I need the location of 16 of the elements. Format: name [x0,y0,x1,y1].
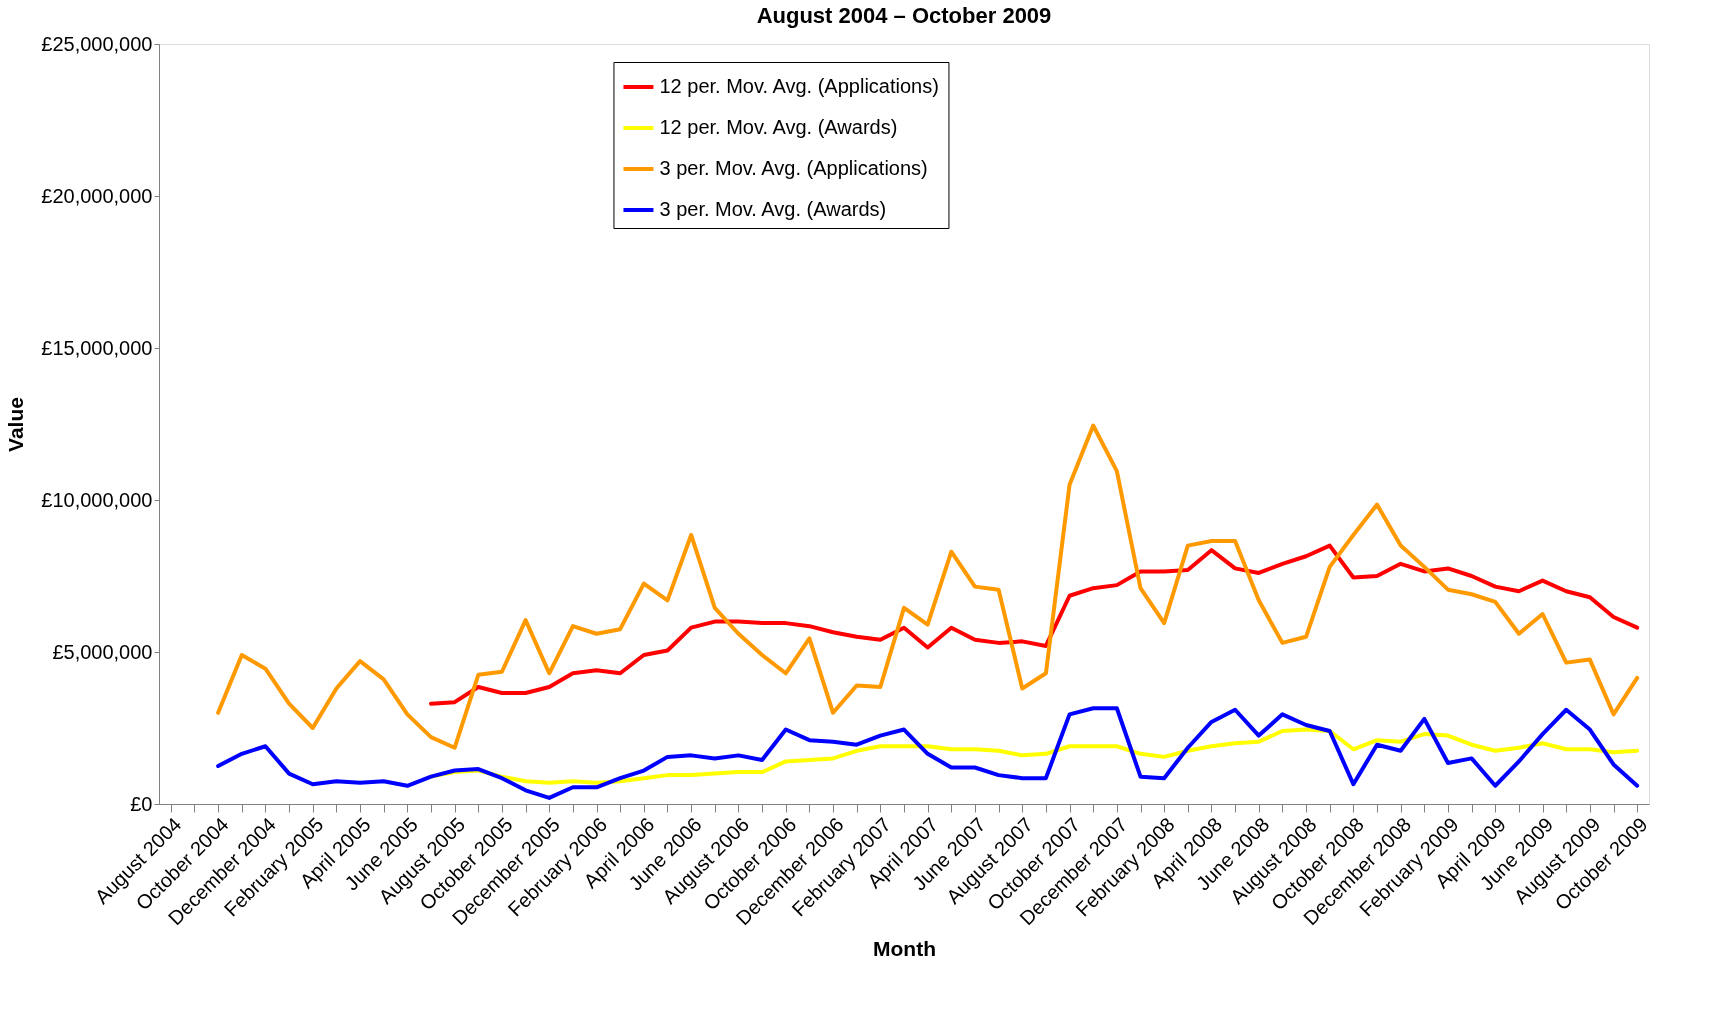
legend-label: 12 per. Mov. Avg. (Awards) [659,116,898,138]
y-tick-label: £5,000,000 [52,640,153,663]
legend-label: 3 per. Mov. Avg. (Awards) [659,198,887,220]
y-tick-label: £10,000,000 [41,488,153,511]
line-series [216,706,1640,800]
line-series [428,543,1640,706]
legend-label: 12 per. Mov. Avg. (Applications) [659,75,939,97]
y-tick-label: £25,000,000 [41,32,153,55]
y-tick-label: £0 [130,792,153,815]
chart-title: August 2004 – October 2009 [756,3,1052,28]
y-tick-label: £15,000,000 [41,336,153,359]
legend-label: 3 per. Mov. Avg. (Applications) [659,157,928,179]
x-axis-title: Month [873,937,936,961]
y-axis-title: Value [4,397,28,452]
y-tick-label: £20,000,000 [41,184,153,207]
line-series [216,423,1640,750]
